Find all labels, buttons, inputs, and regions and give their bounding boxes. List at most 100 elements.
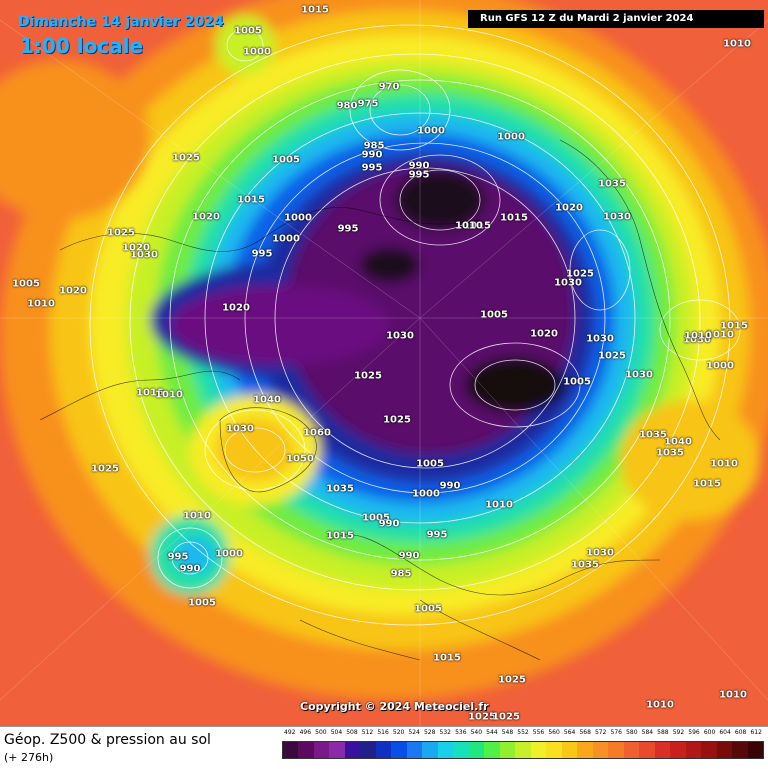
legend-swatch: [360, 742, 376, 758]
legend-label: 544: [486, 729, 498, 736]
legend-footer: Géop. Z500 & pression au sol (+ 276h) 49…: [0, 726, 768, 769]
isobar-label: 995: [167, 551, 189, 563]
isobar-label: 1015: [301, 4, 329, 16]
legend-swatch: [453, 742, 469, 758]
isobar-label: 990: [361, 149, 383, 161]
legend-label: 552: [517, 729, 529, 736]
isobar-label: 1010: [719, 689, 747, 701]
isobar-label: 1005: [362, 512, 390, 524]
isobar-label: 1030: [625, 369, 653, 381]
legend-swatch: [654, 742, 671, 758]
isobar-label: 1025: [598, 350, 626, 362]
isobar-label: 1005: [12, 278, 40, 290]
isobar-label: 995: [337, 223, 359, 235]
legend-swatch: [716, 742, 733, 758]
isobars: [89, 24, 741, 626]
isobar-label: 1030: [554, 277, 582, 289]
isobar-label: 1000: [215, 548, 243, 560]
legend-label: 492: [284, 729, 296, 736]
isobar-label: 1030: [683, 334, 711, 346]
legend-swatch: [344, 742, 361, 758]
isobar-label: 1025: [566, 268, 594, 280]
isobar-label: 1015: [433, 652, 461, 664]
isobar-label: 1035: [326, 483, 354, 495]
isobar-label: 1010: [183, 510, 211, 522]
isobar-label: 1000: [243, 46, 271, 58]
legend-label: 576: [610, 729, 622, 736]
isobar-label: 1025: [498, 674, 526, 686]
legend-swatch: [329, 742, 345, 758]
isobar-label: 1010: [723, 38, 751, 50]
legend-swatch: [515, 742, 531, 758]
legend-label: 556: [532, 729, 545, 736]
isobar-label: 1020: [59, 285, 87, 297]
isobar-label: 1000: [497, 131, 525, 143]
isobar-label: 1040: [253, 394, 281, 406]
legend-swatch: [701, 742, 717, 758]
isobar-label: 1025: [172, 152, 200, 164]
coastlines: [39, 139, 721, 661]
legend-swatch: [375, 742, 392, 758]
isobar-label: 1025: [354, 370, 382, 382]
isobar-label: 1060: [303, 427, 331, 439]
isobar-label: 1000: [706, 360, 734, 372]
legend-label: 536: [455, 729, 467, 736]
isobar-label: 1035: [656, 447, 684, 459]
isobar-label: 1000: [417, 125, 445, 137]
legend-swatch: [608, 742, 624, 758]
isobar-label: 1035: [571, 559, 599, 571]
isobar-label: 975: [357, 98, 379, 110]
isobar-label: 1015: [693, 478, 721, 490]
copyright: Copyright © 2024 Meteociel.fr: [300, 700, 489, 713]
legend-label: 608: [734, 729, 747, 736]
legend-label: 532: [439, 729, 451, 736]
isobar-label: 1010: [155, 389, 183, 401]
isobar-label: 1010: [485, 499, 513, 511]
weather-map: 1015 1005 1000 1025 1010 1005 970 975 980 985 990 9…: [0, 0, 768, 726]
legend-label: 580: [626, 729, 638, 736]
isobar-label: 990: [408, 160, 430, 172]
map-title: Géop. Z500 & pression au sol: [4, 732, 211, 748]
isobar-label: 1010: [646, 699, 674, 711]
legend-swatch: [422, 742, 438, 758]
isobar-label: 1030: [130, 249, 158, 261]
isobar-label: 1020: [222, 302, 250, 314]
isobar-label: 1005: [414, 603, 442, 615]
isobar-label: 1035: [639, 429, 667, 441]
isobar-label: 1015: [326, 530, 354, 542]
isobar-label: 1000: [272, 233, 300, 245]
isobar-label: 1020: [192, 211, 220, 223]
isobar-label: 1030: [386, 330, 414, 342]
isobar-label: 1015: [500, 212, 528, 224]
isobar-label: 1025: [91, 463, 119, 475]
isobar-label: 1030: [603, 211, 631, 223]
legend-label: 612: [750, 729, 762, 736]
legend-swatch: [283, 742, 299, 758]
isobar-label: 995: [426, 529, 448, 541]
isobar-label: 1015: [136, 387, 164, 399]
isobar-label: 1035: [598, 178, 626, 190]
legend-swatch: [298, 742, 314, 758]
legend-label: 596: [688, 729, 700, 736]
legend-swatch: [685, 742, 702, 758]
isobar-label: 1010: [710, 458, 738, 470]
isobar-label: 990: [439, 480, 461, 492]
legend-label: 584: [641, 729, 654, 736]
isobar-label: 1020: [555, 202, 583, 214]
isobar-label: 1025: [383, 414, 411, 426]
isobar-label: 1015: [720, 320, 748, 332]
isobar-label: 1005: [563, 376, 591, 388]
z500-field: [0, 0, 768, 726]
isobar-label: 1030: [586, 547, 614, 559]
legend-label: 588: [657, 729, 669, 736]
isobar-label: 1025: [492, 711, 520, 723]
legend-swatch: [484, 742, 500, 758]
isobar-label: 985: [363, 140, 385, 152]
legend-swatch: [499, 742, 516, 758]
isobar-label: 995: [251, 248, 273, 260]
legend-label: 500: [315, 729, 327, 736]
isobar-label: 1015: [463, 220, 491, 232]
isobar-label: 1000: [412, 488, 440, 500]
legend-swatch: [670, 742, 686, 758]
legend-swatch: [437, 742, 454, 758]
